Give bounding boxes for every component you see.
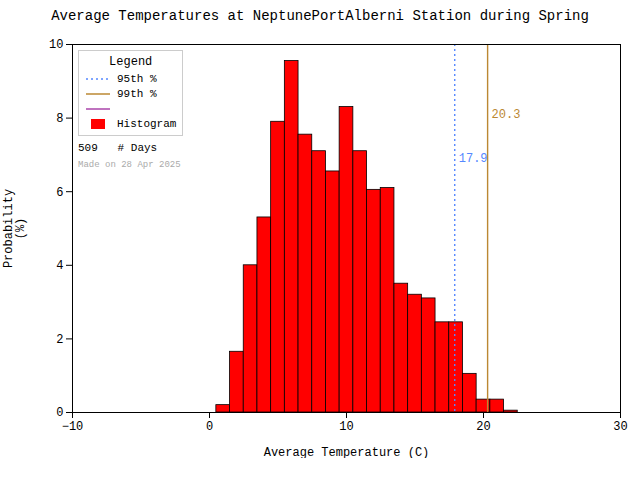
html-text:99th %: 99th %	[117, 87, 157, 100]
svg-text:20: 20	[476, 420, 490, 434]
svg-text:10: 10	[339, 420, 353, 434]
svg-text:10: 10	[49, 38, 63, 52]
html-text:Legend: Legend	[109, 55, 153, 69]
svg-text:8: 8	[56, 112, 63, 126]
svg-text:4: 4	[56, 259, 63, 273]
html-text:Average Temperatures at Neptun: Average Temperatures at NeptunePortAlber…	[51, 8, 589, 24]
svg-text:0: 0	[206, 420, 213, 434]
svg-text:0: 0	[56, 406, 63, 420]
svg-text:−10: −10	[62, 420, 84, 434]
html-text:Made on 28 Apr 2025: Made on 28 Apr 2025	[78, 160, 181, 170]
svg-text:20.3: 20.3	[492, 108, 521, 122]
svg-text:2: 2	[56, 333, 63, 347]
html-text:95th %: 95th %	[117, 72, 157, 85]
svg-text:Probability(%): Probability(%)	[2, 189, 28, 268]
svg-text:17.9: 17.9	[459, 152, 488, 166]
svg-text:6: 6	[56, 186, 63, 200]
html-text:Histogram: Histogram	[117, 117, 177, 130]
svg-text:Average Temperature (C): Average Temperature (C)	[264, 446, 430, 459]
html-text:509 # Days: 509 # Days	[78, 142, 158, 154]
svg-text:30: 30	[613, 420, 627, 434]
